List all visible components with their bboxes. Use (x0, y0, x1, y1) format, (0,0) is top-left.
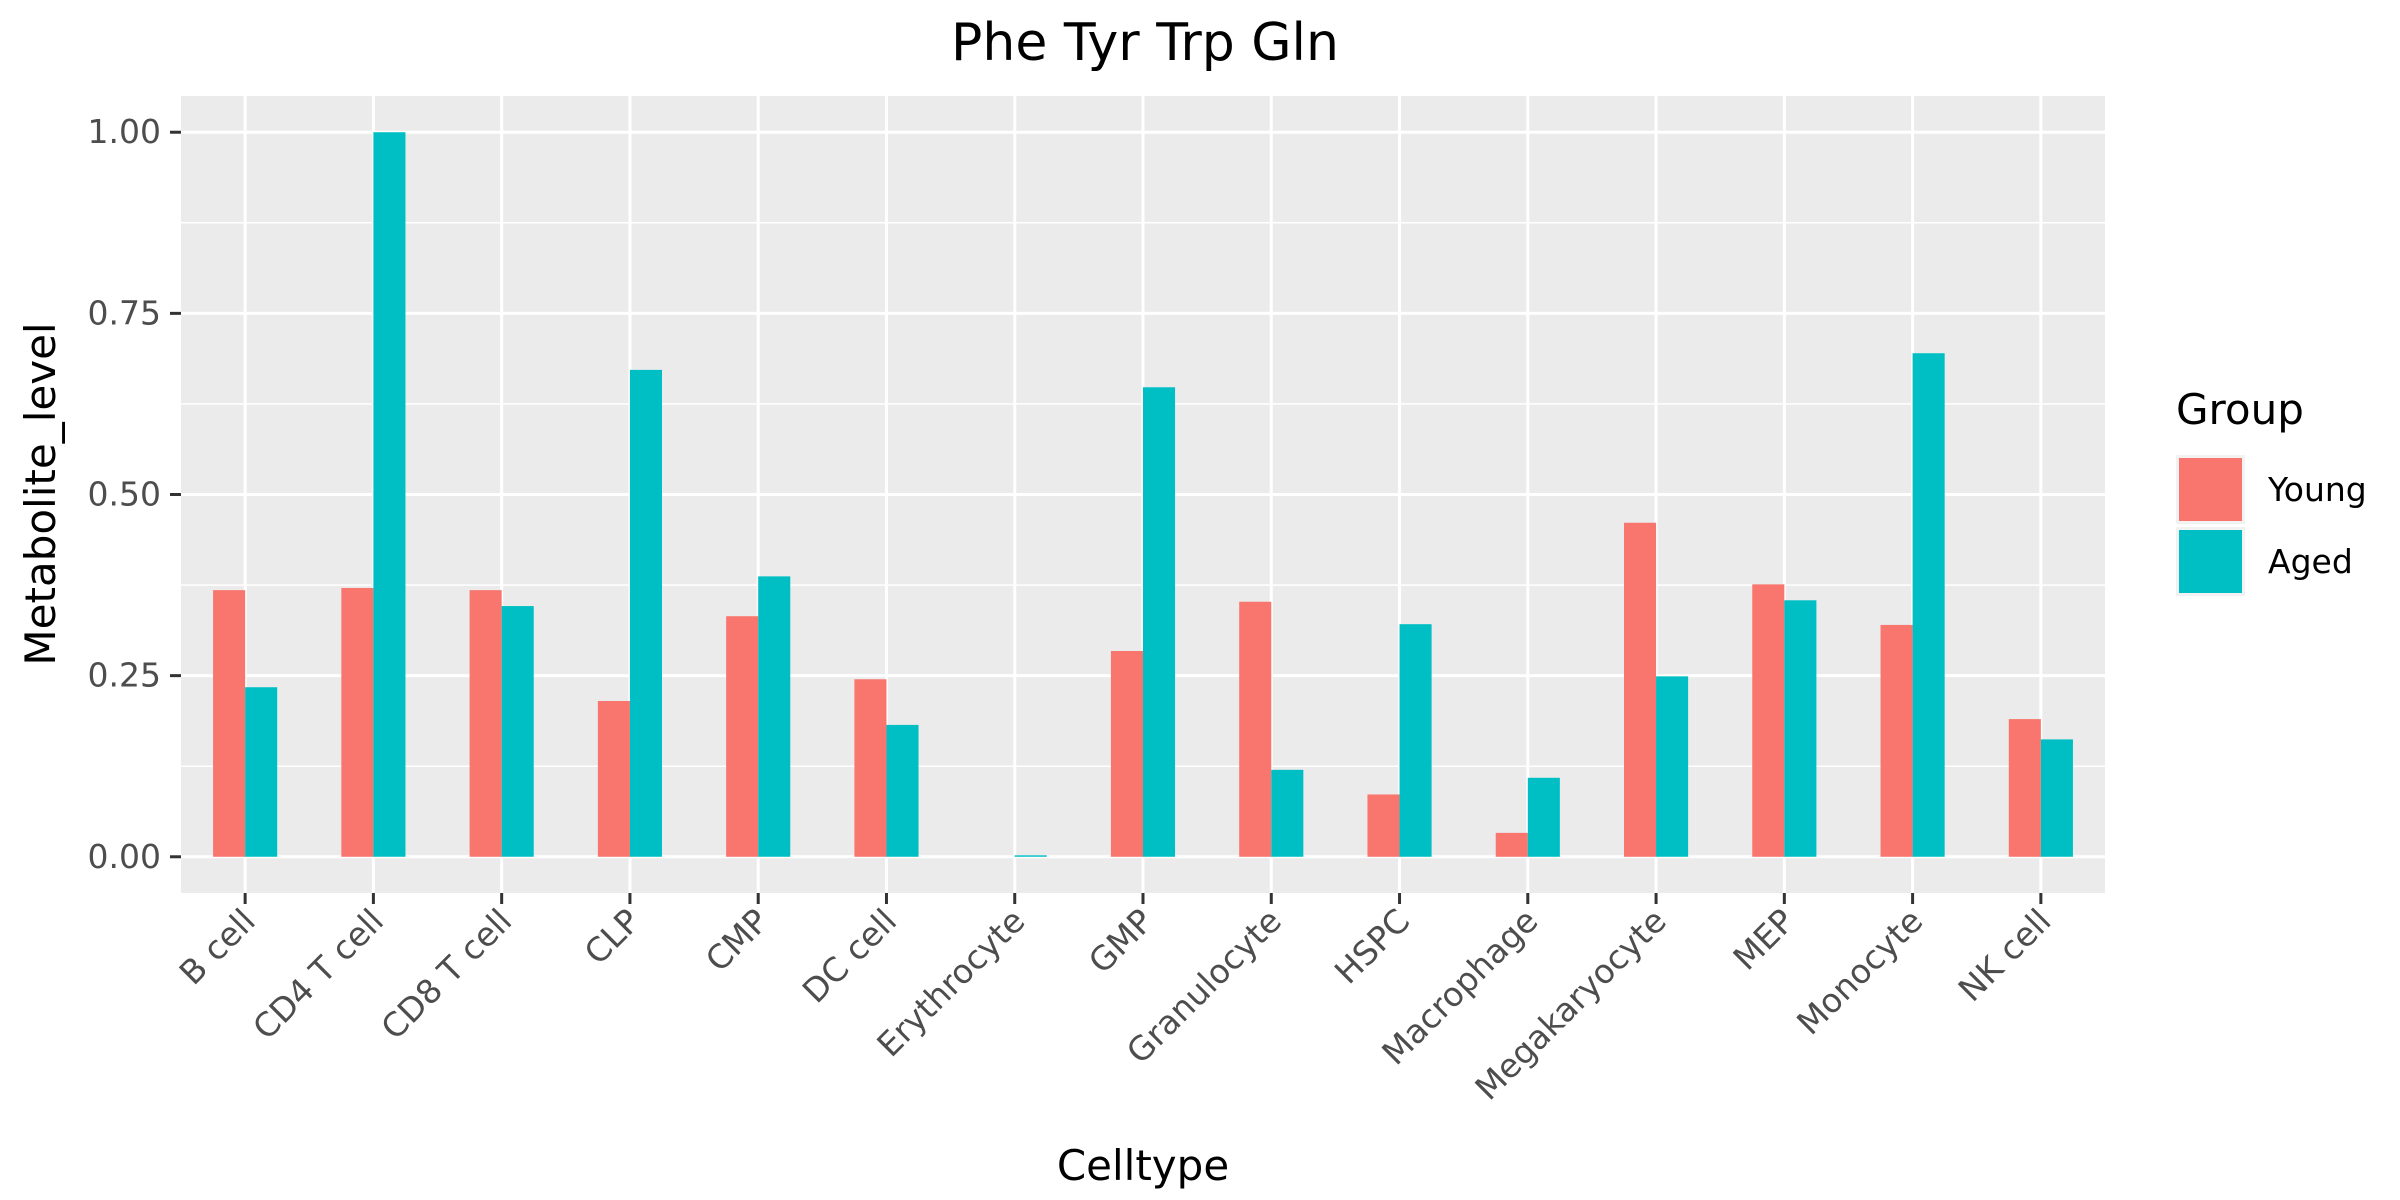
bar-aged-dc-cell (886, 724, 919, 857)
bar-young-b-cell (213, 590, 246, 857)
y-axis: 0.00 0.25 0.50 0.75 1.00 (88, 112, 181, 876)
bar-aged-monocyte (1912, 353, 1945, 857)
x-tick-label: HSPC (1327, 901, 1417, 991)
legend-items: Young Aged (2176, 455, 2367, 596)
x-tick-label: CD8 T cell (373, 901, 519, 1047)
bar-young-megakaryocyte (1624, 522, 1657, 857)
bar-young-mep (1752, 584, 1785, 857)
x-tick-label: MEP (1725, 901, 1802, 978)
x-axis-title: Celltype (1057, 1141, 1229, 1190)
bar-young-monocyte (1880, 624, 1913, 857)
bar-aged-nk-cell (2040, 739, 2073, 857)
legend-swatch-aged (2179, 530, 2242, 593)
y-tick-label: 0.50 (88, 475, 161, 514)
bar-aged-clp (629, 369, 662, 857)
bar-aged-gmp (1143, 387, 1176, 857)
bar-young-cd8-t-cell (469, 590, 502, 857)
bar-young-nk-cell (2008, 719, 2041, 857)
bar-young-clp (597, 700, 630, 857)
y-tick-label: 0.00 (88, 837, 161, 876)
x-tick-label: B cell (172, 901, 263, 992)
x-tick-label: NK cell (1951, 901, 2059, 1009)
legend-label-aged: Aged (2268, 542, 2353, 581)
y-tick-label: 0.75 (88, 293, 161, 332)
x-tick-label: Monocyte (1789, 901, 1930, 1042)
x-tick-label: CLP (577, 901, 648, 972)
bar-young-granulocyte (1239, 601, 1272, 857)
legend-title: Group (2176, 385, 2304, 434)
x-tick-label: DC cell (795, 901, 904, 1010)
x-tick-label: CD4 T cell (245, 901, 391, 1047)
bar-young-hspc (1367, 794, 1400, 857)
bars (213, 132, 2073, 857)
bar-aged-mep (1784, 600, 1817, 857)
bar-aged-hspc (1399, 624, 1432, 857)
bar-young-gmp (1110, 651, 1143, 857)
bar-aged-cd4-t-cell (373, 132, 406, 857)
bar-young-macrophage (1495, 832, 1528, 857)
bar-aged-cmp (758, 576, 791, 857)
bar-young-dc-cell (854, 679, 887, 857)
x-tick-label: GMP (1081, 901, 1161, 981)
y-tick-label: 0.25 (88, 656, 161, 695)
bar-aged-b-cell (245, 687, 278, 857)
bar-aged-megakaryocyte (1656, 676, 1689, 857)
legend: Group Young Aged (2176, 385, 2367, 596)
bar-aged-cd8-t-cell (501, 606, 534, 857)
legend-label-young: Young (2267, 470, 2367, 509)
y-axis-title: Metabolite_level (16, 322, 65, 665)
bar-aged-granulocyte (1271, 769, 1304, 857)
bar-aged-erythrocyte (1014, 855, 1047, 857)
chart-title: Phe Tyr Trp Gln (951, 13, 1339, 73)
bar-young-cd4-t-cell (341, 587, 374, 857)
legend-swatch-young (2179, 458, 2242, 521)
bar-aged-macrophage (1527, 777, 1560, 857)
y-tick-label: 1.00 (88, 112, 161, 151)
x-tick-label: CMP (698, 901, 776, 979)
bar-young-cmp (726, 616, 759, 857)
